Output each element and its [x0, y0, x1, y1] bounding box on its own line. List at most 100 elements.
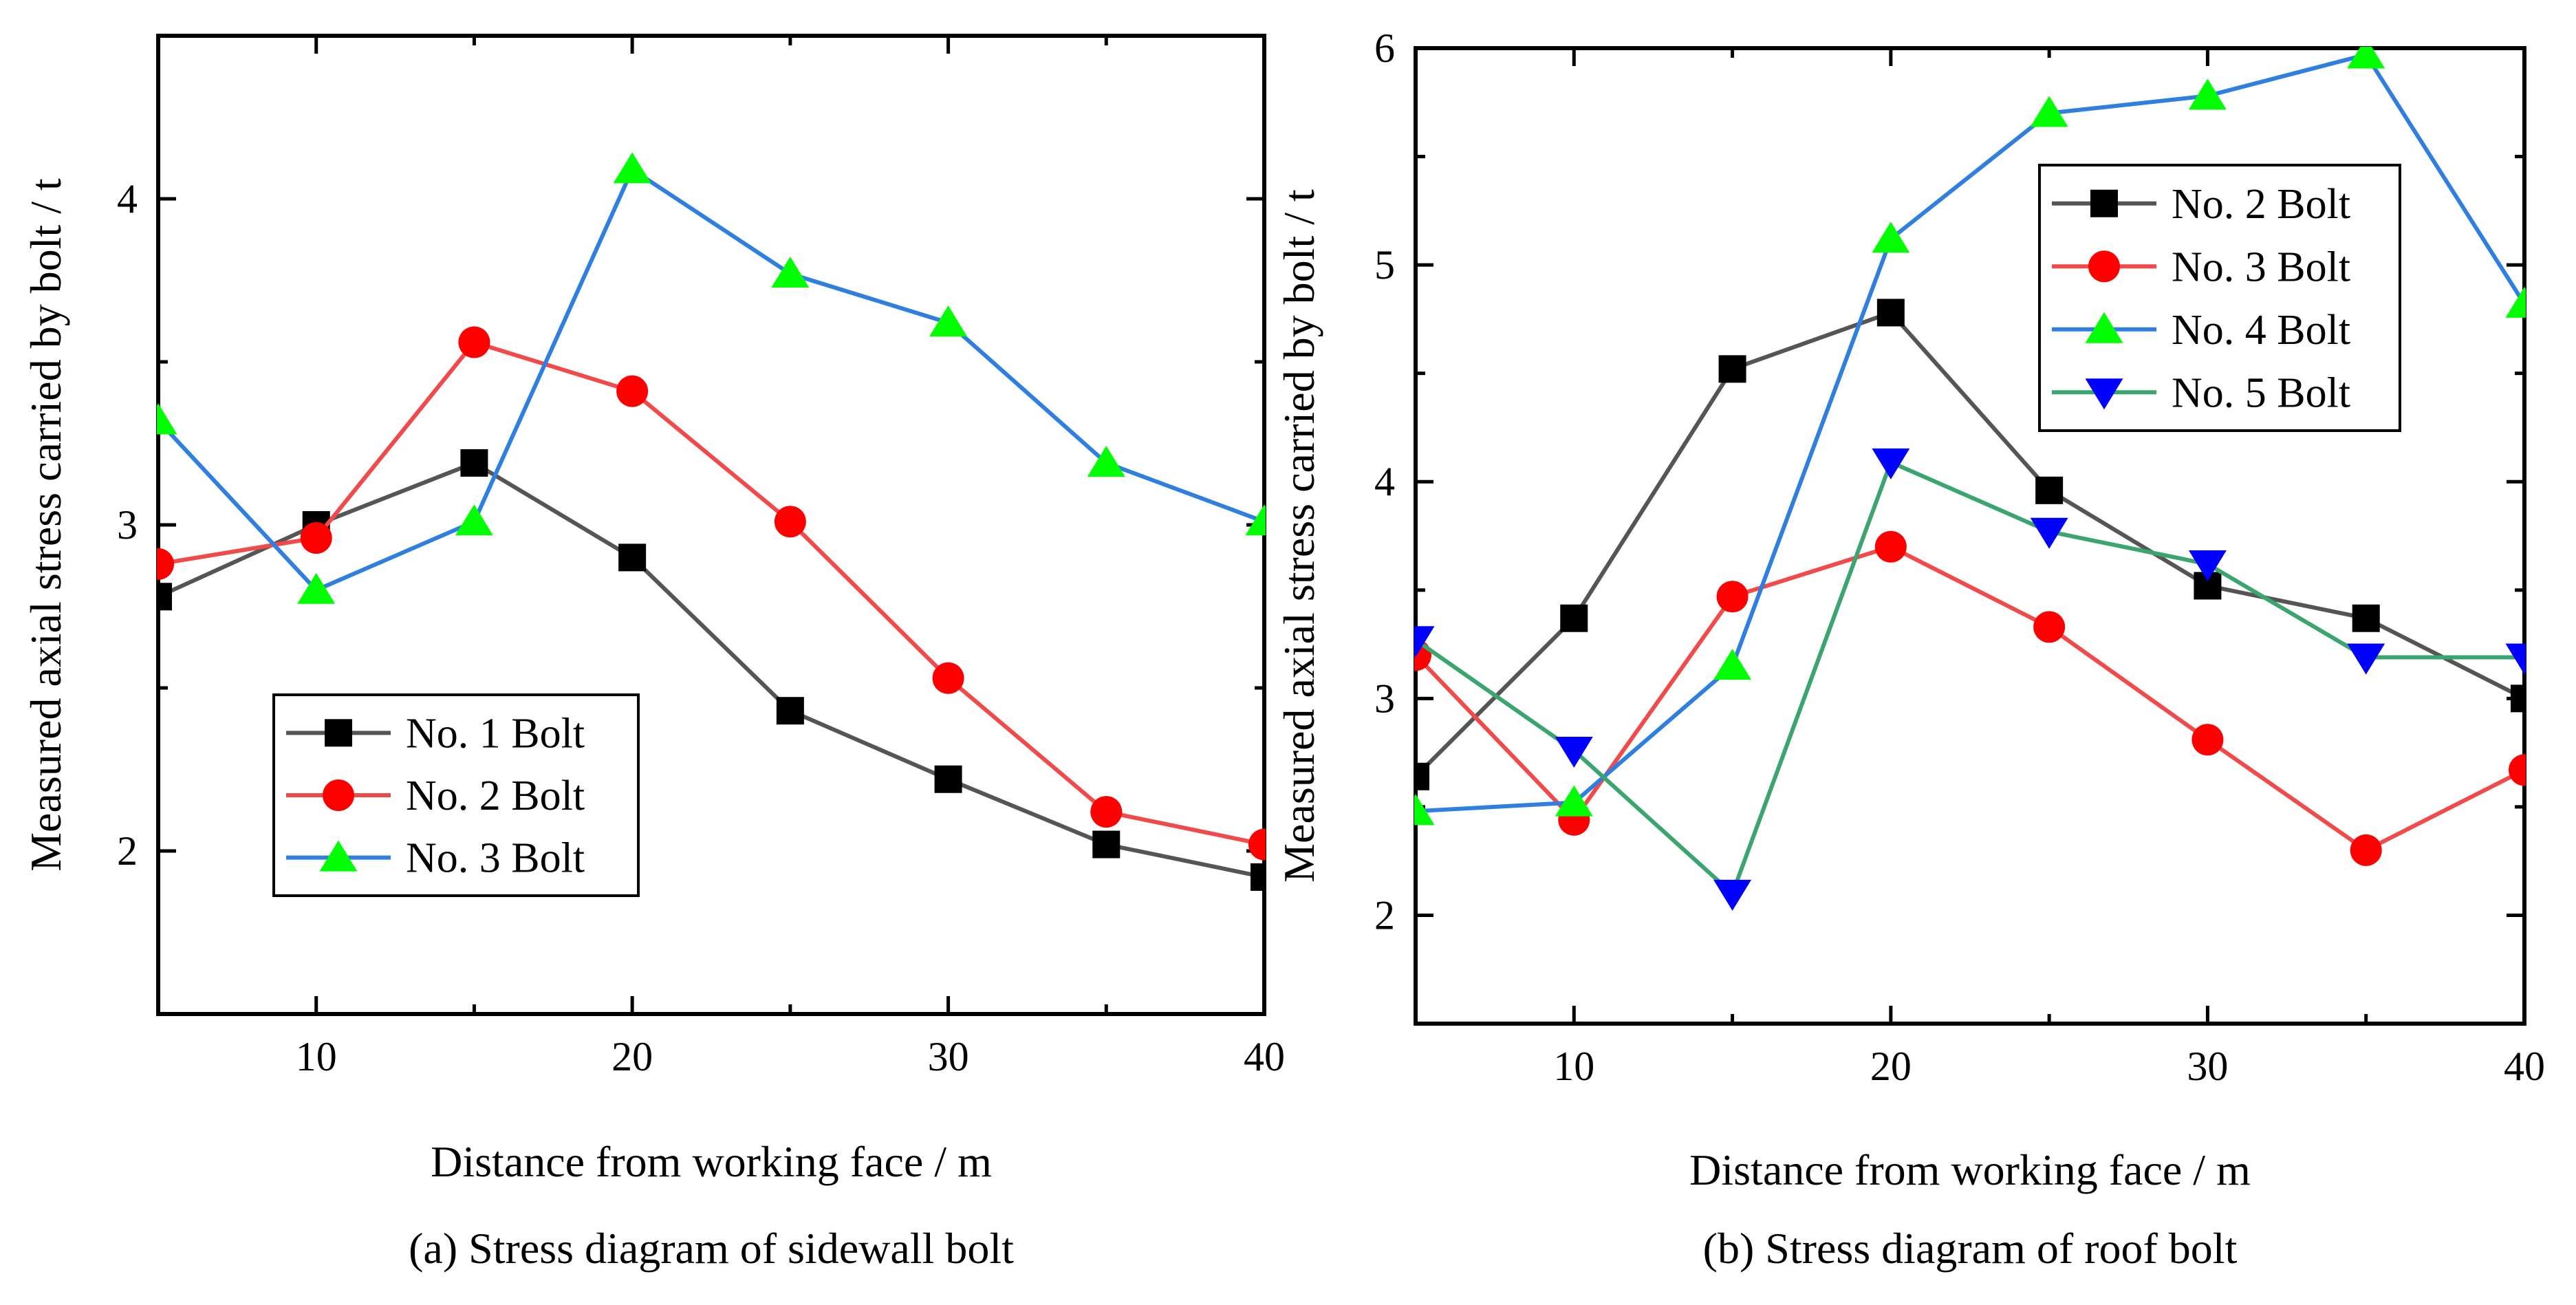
data-point [157, 548, 174, 580]
data-point [1087, 445, 1125, 477]
data-point [458, 326, 490, 358]
data-point [618, 543, 647, 572]
y-tick-label: 5 [1374, 242, 1395, 288]
chart-caption: (b) Stress diagram of roof bolt [1703, 1224, 2238, 1273]
x-tick-label: 40 [1244, 1034, 1285, 1079]
chart-b: 10 20 30 40 2 3 4 5 6 Distance from working face … [1275, 25, 2545, 1273]
legend-marker [2085, 312, 2123, 343]
data-point [776, 697, 804, 725]
x-tick-label: 20 [1870, 1044, 1912, 1089]
data-point [1713, 879, 1752, 911]
legend-label: No. 4 Bolt [2172, 307, 2350, 354]
data-point [2191, 724, 2224, 756]
data-point [2505, 643, 2526, 675]
legend-marker [2085, 378, 2123, 410]
data-point [2350, 834, 2382, 866]
x-tick-label: 10 [1553, 1044, 1594, 1089]
data-point [157, 403, 177, 435]
legend: No. 2 Bolt No. 3 Bolt No. 4 Bolt No. 5 Bolt [2038, 164, 2401, 432]
data-point [1874, 530, 1907, 563]
y-tick-label: 4 [1374, 459, 1395, 504]
data-point [1716, 581, 1749, 613]
y-tick-label: 3 [1374, 676, 1395, 721]
data-point [929, 305, 968, 337]
data-point [2511, 684, 2526, 713]
data-point [1414, 626, 1435, 658]
data-point [157, 583, 172, 611]
data-point [2509, 754, 2526, 786]
data-point [1872, 448, 1910, 479]
data-point [1245, 504, 1266, 536]
data-point [1876, 299, 1905, 327]
x-tick-label: 20 [611, 1034, 653, 1079]
x-tick-label: 30 [928, 1034, 969, 1079]
data-point [2188, 550, 2227, 581]
chart-a: 10 20 30 40 2 3 4 Distance from working face / … [21, 34, 1285, 1273]
x-tick-label: 10 [296, 1034, 337, 1079]
series-line-no-4-bolt [1415, 52, 2526, 814]
data-point [1718, 355, 1746, 383]
legend-label: No. 2 Bolt [2172, 181, 2350, 228]
series-line-no-1-bolt [157, 460, 1265, 879]
data-point [774, 506, 806, 538]
y-tick-label: 2 [1374, 892, 1395, 938]
legend-marker [2090, 189, 2118, 217]
data-point [1555, 736, 1593, 768]
data-point [2030, 517, 2068, 549]
legend-label: No. 1 Bolt [406, 710, 585, 757]
plot-frame [1414, 46, 2526, 1026]
chart-caption: (a) Stress diagram of sidewall bolt [409, 1224, 1014, 1273]
data-point [1872, 222, 1910, 253]
data-point [455, 504, 493, 536]
data-point [1713, 649, 1752, 680]
data-point [616, 375, 649, 407]
legend-label: No. 5 Bolt [2172, 369, 2350, 416]
x-axis-title: Distance from working face / m [431, 1137, 992, 1186]
data-point [2188, 78, 2227, 110]
x-axis-title: Distance from working face / m [1689, 1145, 2251, 1194]
data-point [1251, 863, 1266, 891]
y-axis-title: Measured axial stress carried by bolt / … [21, 178, 70, 872]
legend-marker [325, 719, 352, 747]
x-tick-label: 40 [2504, 1044, 2545, 1089]
series-group [1414, 47, 2526, 911]
series-line-no-3-bolt [157, 167, 1266, 592]
data-point [297, 572, 336, 604]
legend-label: No. 2 Bolt [406, 773, 585, 819]
series-line-no-3-bolt [1414, 544, 2526, 852]
data-point [2030, 96, 2068, 127]
legend: No. 1 Bolt No. 2 Bolt No. 3 Bolt [272, 693, 640, 897]
data-point [613, 152, 651, 184]
series-group [157, 152, 1266, 891]
legend-marker [2088, 250, 2120, 283]
legend-label: No. 3 Bolt [406, 835, 585, 882]
data-point [934, 765, 962, 793]
data-point [1090, 796, 1123, 828]
data-point [932, 662, 964, 694]
y-tick-label: 6 [1374, 25, 1395, 71]
series-line-no-2-bolt [1414, 310, 2526, 778]
data-point [2347, 47, 2385, 69]
x-tick-label: 30 [2187, 1044, 2228, 1089]
data-point [2347, 643, 2385, 675]
data-point [1092, 830, 1121, 859]
y-tick-label: 4 [117, 176, 138, 222]
legend-label: No. 3 Bolt [2172, 244, 2350, 290]
data-point [300, 521, 332, 554]
data-point [460, 449, 488, 477]
y-tick-label: 2 [117, 828, 138, 874]
data-point [2352, 604, 2380, 632]
data-point [1414, 762, 1429, 790]
legend-marker [323, 779, 354, 811]
data-point [2505, 286, 2526, 318]
y-tick-label: 3 [117, 502, 138, 548]
data-point [1414, 794, 1435, 826]
data-point [1560, 604, 1588, 632]
series-line-no-5-bolt [1414, 460, 2524, 896]
data-point [2033, 611, 2066, 643]
series-line-no-2-bolt [158, 340, 1265, 847]
data-point [771, 257, 810, 288]
y-axis-title: Measured axial stress carried by bolt / … [1275, 189, 1323, 883]
legend-marker [319, 840, 358, 872]
